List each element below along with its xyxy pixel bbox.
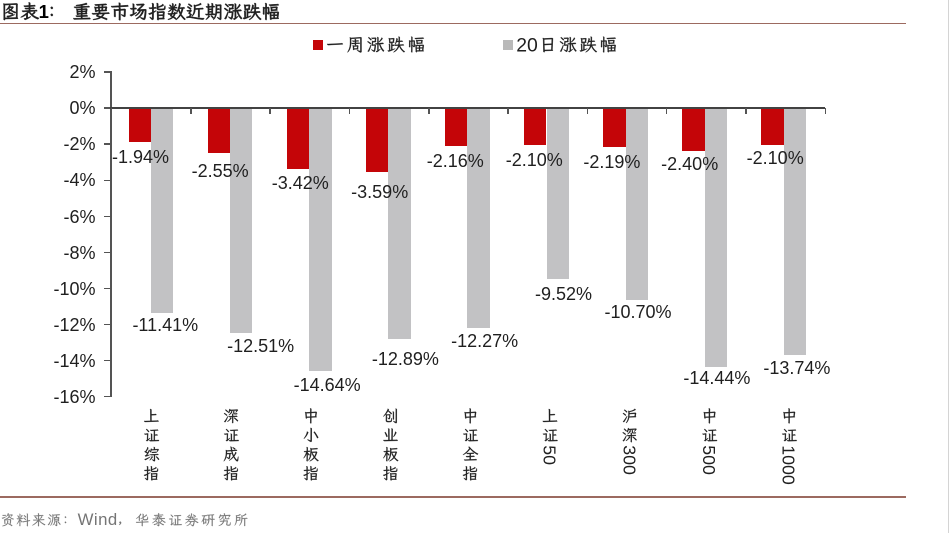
svg-text:300: 300: [619, 445, 639, 475]
svg-text:1000: 1000: [779, 445, 799, 485]
svg-text:Wind: Wind: [78, 510, 118, 529]
svg-text:500: 500: [699, 445, 719, 475]
svg-text:20: 20: [516, 34, 538, 56]
svg-text:50: 50: [540, 445, 560, 465]
svg-text:1: 1: [39, 1, 49, 22]
